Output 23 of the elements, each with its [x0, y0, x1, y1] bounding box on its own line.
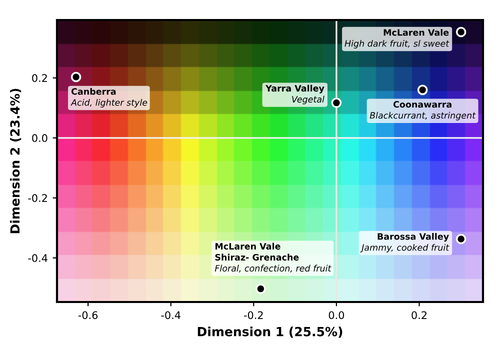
point: [417, 84, 428, 96]
x-tick-label: -0.6: [78, 311, 98, 320]
y-tick-label: 0.2: [32, 74, 47, 82]
point: [256, 284, 266, 294]
x-tick-label: -0.4: [161, 311, 180, 320]
x-tick-label: 0.0: [328, 311, 344, 320]
y-axis-title: Dimension 2 (23.4%): [10, 88, 22, 234]
point: [331, 98, 342, 108]
y-tick-label: 0.0: [32, 134, 48, 142]
annotation: Barossa Valley Jammy, cooked fruit: [360, 233, 450, 252]
point: [70, 72, 82, 82]
annotation: Yarra Valley Vegetal: [266, 84, 324, 104]
y-tick-label: -0.2: [28, 194, 47, 202]
y-tick-label: -0.4: [28, 254, 48, 262]
annotation: Canberra Acid, lighter style: [70, 88, 148, 108]
point: [456, 234, 466, 244]
x-tick-label: -0.2: [244, 311, 263, 320]
point: [456, 26, 466, 38]
x-axis-title: Dimension 1 (25.5%): [198, 326, 342, 338]
annotation: McLaren Vale Shiraz- Grenache Floral, confection, red fruit: [214, 242, 332, 272]
annotation: McLaren Vale High dark fruit, sl sweet: [344, 29, 450, 48]
x-tick-label: 0.2: [412, 311, 426, 320]
annotation: Coonawarra Blackcurrant, astringent: [370, 101, 476, 120]
